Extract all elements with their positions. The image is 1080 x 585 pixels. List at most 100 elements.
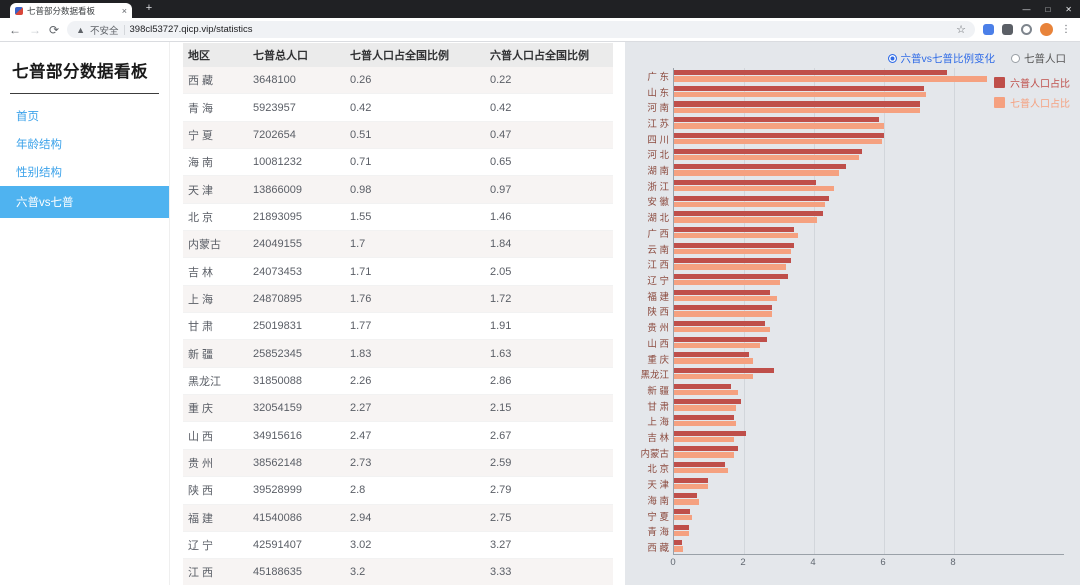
table-cell: 0.97 bbox=[490, 183, 512, 196]
sidebar-item-liupu-vs-qipu[interactable]: 六普vs七普 bbox=[0, 186, 169, 218]
bar-liupu bbox=[674, 289, 771, 295]
radio-ratio-change[interactable]: 六普vs七普比例变化 bbox=[887, 51, 995, 66]
table-cell: 24870895 bbox=[253, 292, 302, 305]
bar-group bbox=[674, 209, 1064, 225]
bar-liupu bbox=[674, 383, 732, 389]
globe-extension-icon[interactable] bbox=[1021, 24, 1032, 35]
radio-label: 七普人口 bbox=[1024, 53, 1066, 65]
bar-qipu bbox=[674, 358, 754, 364]
table-cell: 45188635 bbox=[253, 566, 302, 579]
bar-qipu bbox=[674, 421, 736, 427]
bar-qipu bbox=[674, 530, 689, 536]
bar-qipu bbox=[674, 139, 882, 145]
table-cell: 0.22 bbox=[490, 74, 512, 87]
address-bar[interactable]: ▲ 不安全 398cl53727.qicp.vip/statistics ☆ bbox=[67, 21, 975, 38]
bar-qipu bbox=[674, 76, 987, 82]
window-close-button[interactable]: ✕ bbox=[1065, 4, 1072, 14]
bar-qipu bbox=[674, 327, 770, 333]
bar-qipu bbox=[674, 389, 739, 395]
bar-liupu bbox=[674, 242, 795, 248]
new-tab-button[interactable]: + bbox=[145, 2, 153, 14]
bar-group bbox=[674, 475, 1064, 491]
bar-qipu bbox=[674, 483, 709, 489]
sidebar-item-gender-structure[interactable]: 性别结构 bbox=[16, 167, 62, 179]
window-maximize-button[interactable]: □ bbox=[1045, 4, 1051, 14]
radio-icon bbox=[887, 54, 897, 63]
table-header-liupu-ratio: 六普人口占全国比例 bbox=[490, 50, 589, 62]
bar-group bbox=[674, 68, 1064, 84]
sidebar-item-age-structure[interactable]: 年龄结构 bbox=[16, 139, 62, 151]
bar-liupu bbox=[674, 85, 925, 91]
axis-category-label: 湖 北 bbox=[647, 213, 669, 225]
table-cell: 41540086 bbox=[253, 511, 302, 524]
table-cell: 2.27 bbox=[350, 402, 372, 415]
window-minimize-button[interactable]: — bbox=[1022, 4, 1031, 14]
bar-group bbox=[674, 538, 1064, 554]
table-cell: 2.73 bbox=[350, 456, 372, 469]
bar-group bbox=[674, 350, 1064, 366]
table-cell: 甘 肃 bbox=[188, 321, 214, 334]
gridline bbox=[884, 68, 885, 554]
table-cell: 2.05 bbox=[490, 265, 512, 278]
sidebar-item-home[interactable]: 首页 bbox=[16, 111, 39, 123]
refresh-icon[interactable]: ⟳ bbox=[49, 22, 60, 37]
bar-liupu bbox=[674, 508, 691, 515]
radio-qipu-population[interactable]: 七普人口 bbox=[1011, 51, 1066, 66]
axis-category-label: 新 疆 bbox=[647, 385, 669, 397]
bar-liupu bbox=[674, 179, 817, 186]
forward-icon[interactable]: → bbox=[29, 22, 41, 37]
table-row: 江 西 45188635 3.2 3.33 bbox=[183, 559, 613, 585]
axis-category-label: 贵 州 bbox=[647, 323, 669, 335]
table-cell: 贵 州 bbox=[188, 457, 214, 470]
table-cell: 21893095 bbox=[253, 210, 302, 223]
tab-close-icon[interactable]: × bbox=[121, 5, 127, 16]
table-cell: 5923957 bbox=[253, 101, 296, 114]
bar-group bbox=[674, 225, 1064, 241]
axis-category-label: 海 南 bbox=[647, 495, 669, 507]
table-cell: 3.33 bbox=[490, 566, 512, 579]
tab-favicon-icon bbox=[15, 6, 23, 15]
url-text: 398cl53727.qicp.vip/statistics bbox=[129, 24, 253, 35]
table-cell: 2.15 bbox=[490, 402, 512, 415]
table-row: 重 庆 32054159 2.27 2.15 bbox=[183, 395, 613, 423]
bar-liupu bbox=[674, 132, 884, 139]
browser-tab[interactable]: 七普部分数据看板 × bbox=[10, 3, 132, 18]
bar-qipu bbox=[674, 186, 834, 192]
bar-group bbox=[674, 115, 1064, 131]
table-cell: 2.59 bbox=[490, 456, 512, 469]
axis-category-label: 宁 夏 bbox=[647, 511, 669, 523]
table-cell: 0.98 bbox=[350, 183, 372, 196]
bar-liupu bbox=[674, 352, 750, 358]
axis-category-label: 湖 南 bbox=[647, 166, 669, 178]
bar-liupu bbox=[674, 493, 697, 499]
dashboard-title: 七普部分数据看板 bbox=[10, 46, 159, 94]
profile-avatar[interactable] bbox=[1040, 23, 1053, 36]
bar-qipu bbox=[674, 311, 772, 317]
axis-category-label: 四 川 bbox=[647, 134, 669, 146]
legend-item-liupu[interactable]: 六普人口占比 bbox=[994, 75, 1070, 90]
table-cell: 重 庆 bbox=[188, 403, 214, 416]
bar-liupu bbox=[674, 195, 830, 201]
axis-category-label: 辽 宁 bbox=[647, 275, 669, 287]
table-cell: 天 津 bbox=[188, 184, 214, 197]
table-cell: 0.47 bbox=[490, 128, 512, 141]
legend-item-qipu[interactable]: 七普人口占比 bbox=[994, 95, 1070, 110]
browser-menu-icon[interactable]: ⋮ bbox=[1061, 24, 1071, 35]
extension-icon-blue[interactable] bbox=[983, 24, 994, 35]
sidebar-nav: 首页年龄结构性别结构六普vs七普 bbox=[0, 102, 169, 218]
bar-qipu bbox=[674, 374, 754, 380]
bar-group bbox=[674, 413, 1064, 429]
table-cell: 3.02 bbox=[350, 539, 372, 552]
back-icon[interactable]: ← bbox=[9, 22, 21, 37]
table-cell: 32054159 bbox=[253, 402, 302, 415]
table-row: 黑龙江 31850088 2.26 2.86 bbox=[183, 367, 613, 396]
bar-group bbox=[674, 491, 1064, 507]
bar-group bbox=[674, 303, 1064, 319]
table-cell: 0.65 bbox=[490, 156, 512, 169]
table-row: 山 西 34915616 2.47 2.67 bbox=[183, 422, 613, 450]
extension-icon-dark[interactable] bbox=[1002, 24, 1013, 35]
table-row: 甘 肃 25019831 1.77 1.91 bbox=[183, 313, 613, 341]
bar-qipu bbox=[674, 280, 780, 286]
table-cell: 2.75 bbox=[490, 511, 512, 524]
bookmark-star-icon[interactable]: ☆ bbox=[956, 24, 966, 36]
